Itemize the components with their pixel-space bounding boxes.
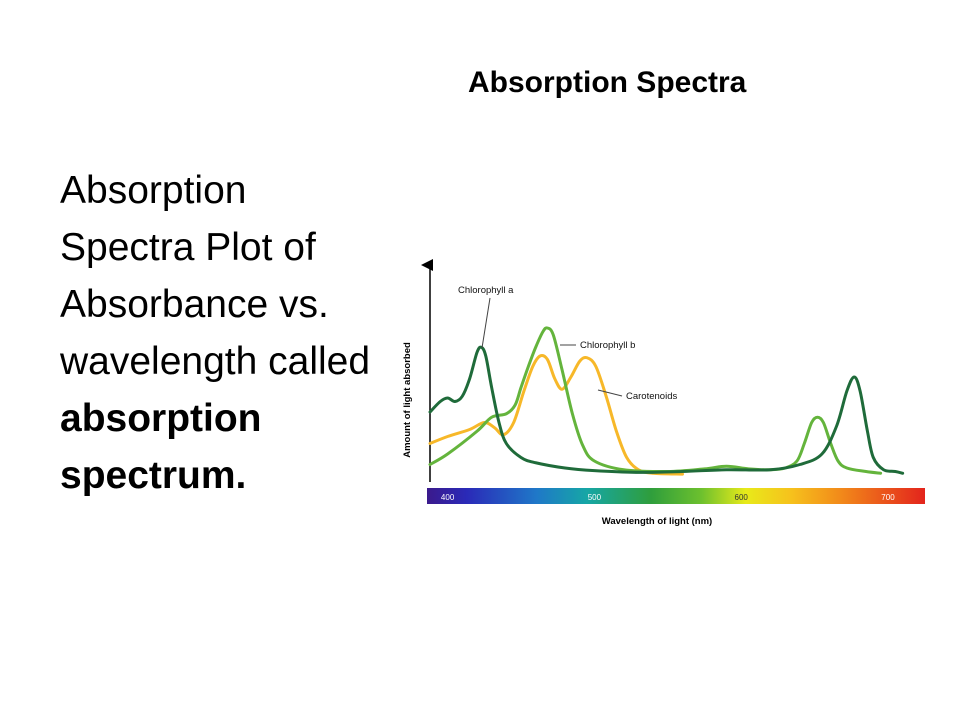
annotation-label: Chlorophyll a	[458, 285, 514, 296]
body-text-bold: absorption spectrum.	[60, 397, 262, 497]
plot-area	[421, 259, 925, 504]
body-text-plain: Absorption Spectra Plot of Absorbance vs…	[60, 169, 371, 383]
x-axis-label: Wavelength of light (nm)	[602, 516, 712, 527]
series-line-carotenoids	[428, 354, 684, 476]
y-axis-label: Amount of light absorbed	[402, 342, 413, 458]
annotation-label: Carotenoids	[626, 391, 677, 402]
series-line-chlorophyll-a	[428, 345, 905, 475]
x-tick-label: 600	[735, 493, 749, 502]
series-line-chlorophyll-b	[428, 326, 883, 475]
x-tick-label: 400	[441, 493, 455, 502]
annotation-leader-line	[481, 297, 491, 349]
slide-title: Absorption Spectra	[468, 66, 747, 99]
x-tick-label: 500	[588, 493, 602, 502]
annotation-leader-line	[597, 389, 623, 397]
spectrum-bar	[427, 488, 925, 504]
absorption-chart: 400 500 600 700 Chlorophyll a Chlorophyll b C…	[402, 259, 925, 527]
x-tick-label: 700	[881, 493, 895, 502]
body-text: Absorption Spectra Plot of Absorbance vs…	[60, 162, 390, 504]
annotation-label: Chlorophyll b	[580, 340, 635, 351]
